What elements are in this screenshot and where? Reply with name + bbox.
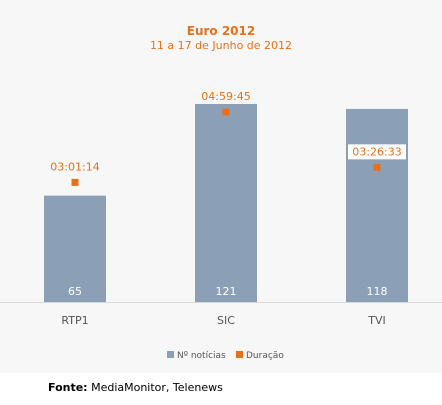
- bar-value-label: 118: [367, 285, 388, 298]
- source-label: Fonte:: [48, 381, 88, 394]
- bar-sic: [195, 104, 257, 302]
- category-label: RTP1: [61, 314, 88, 327]
- legend-swatch-noticias: [167, 351, 174, 358]
- category-label: TVI: [367, 314, 386, 327]
- legend-label-duracao: Duração: [246, 351, 284, 361]
- chart-title: Euro 2012: [186, 24, 256, 38]
- legend-swatch-duracao: [236, 351, 243, 358]
- duration-label-background: [348, 144, 406, 160]
- duration-marker: [373, 163, 381, 171]
- duration-label: 04:59:45: [201, 90, 250, 103]
- bar-tvi: [346, 108, 408, 302]
- bar-chart: 65 RTP1 03:01:14 121 SIC 04:59:45 118 TVI 03:26:…: [0, 90, 442, 361]
- category-label: SIC: [217, 314, 235, 327]
- bar-rtp1: [44, 195, 106, 302]
- duration-label: 03:26:33: [352, 145, 401, 158]
- source-text: MediaMonitor, Telenews: [91, 381, 223, 394]
- chart-area: Euro 2012 11 a 17 de Junho de 2012 65 RTP…: [0, 24, 442, 361]
- duration-marker: [71, 178, 79, 186]
- duration-label: 03:01:14: [50, 160, 99, 173]
- bar-value-label: 65: [68, 285, 82, 298]
- duration-marker: [222, 108, 230, 116]
- bar-value-label: 121: [216, 285, 237, 298]
- source-note: Fonte: MediaMonitor, Telenews: [48, 381, 223, 394]
- legend-label-noticias: Nº notícias: [177, 351, 226, 361]
- chart-subtitle: 11 a 17 de Junho de 2012: [149, 39, 293, 52]
